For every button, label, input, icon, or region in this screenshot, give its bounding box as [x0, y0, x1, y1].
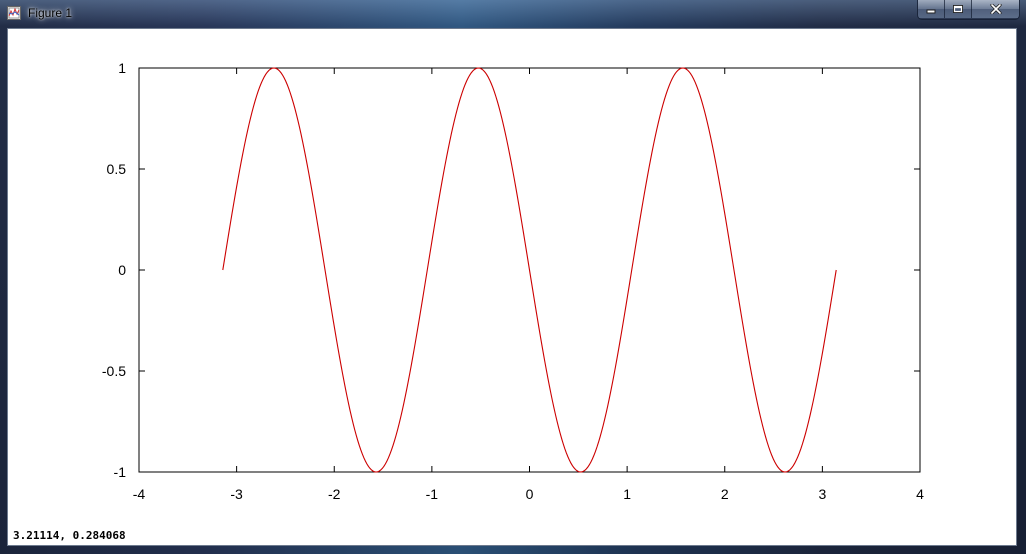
- x-tick-label: 1: [623, 486, 631, 502]
- cursor-coordinates: 3.21114, 0.284068: [13, 529, 126, 542]
- maximize-button[interactable]: [945, 0, 972, 18]
- series-line: [222, 67, 837, 473]
- figure-icon: [7, 6, 21, 20]
- y-tick-label: -0.5: [102, 363, 126, 379]
- minimize-button[interactable]: [918, 0, 945, 18]
- y-tick-label: -1: [114, 464, 127, 480]
- close-icon: [989, 4, 1002, 14]
- close-button[interactable]: [972, 0, 1019, 18]
- y-tick-label: 1: [118, 60, 126, 76]
- y-tick-label: 0: [118, 262, 126, 278]
- y-tick-labels: 1 0.5 0 -0.5 -1: [102, 60, 126, 480]
- x-tick-label: 2: [721, 486, 729, 502]
- x-tick-label: -2: [328, 486, 341, 502]
- x-tick-label: 4: [916, 486, 924, 502]
- x-tick-label: -3: [230, 486, 243, 502]
- x-tick-label: -1: [426, 486, 439, 502]
- axis-ticks: [138, 67, 921, 473]
- x-tick-label: -4: [133, 486, 146, 502]
- window-controls: [917, 0, 1020, 20]
- title-bar[interactable]: Figure 1: [0, 0, 1026, 27]
- x-tick-label: 3: [818, 486, 826, 502]
- plot-area[interactable]: -4 -3 -2 -1 0 1 2 3 4 1 0.5 0 -0.5 -1: [8, 29, 1016, 545]
- x-tick-label: 0: [526, 486, 534, 502]
- maximize-icon: [953, 5, 963, 13]
- window-title: Figure 1: [28, 6, 73, 20]
- figure-canvas[interactable]: -4 -3 -2 -1 0 1 2 3 4 1 0.5 0 -0.5 -1 3.21114, 0.284…: [7, 28, 1017, 546]
- minimize-icon: [926, 9, 936, 14]
- y-tick-label: 0.5: [107, 161, 127, 177]
- x-tick-labels: -4 -3 -2 -1 0 1 2 3 4: [133, 486, 924, 502]
